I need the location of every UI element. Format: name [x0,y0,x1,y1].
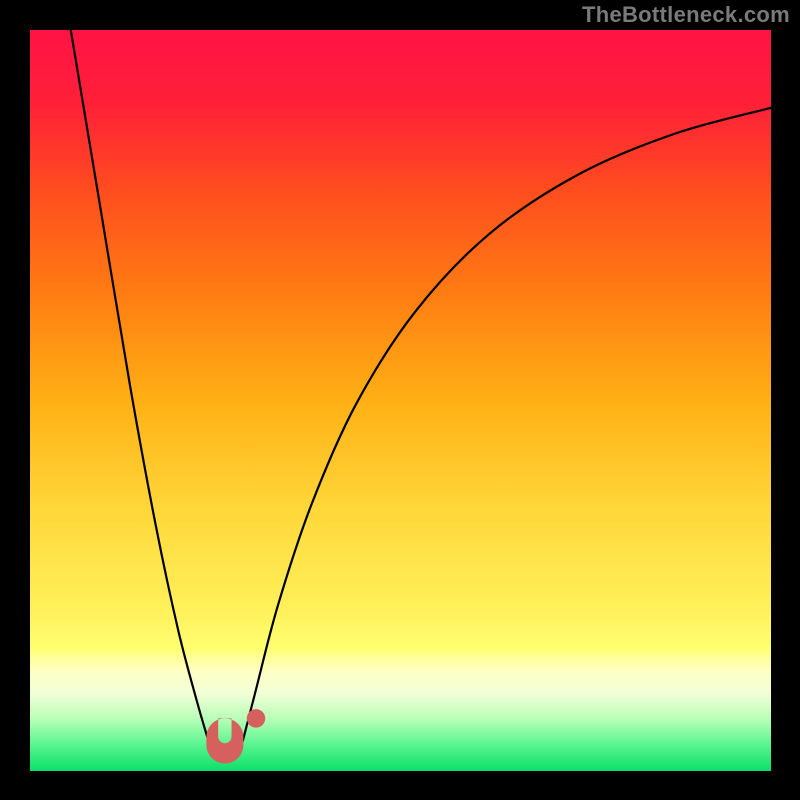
optimum-marker-u-icon [206,718,243,763]
optimum-marker-dot-icon [247,709,266,728]
watermark-text: TheBottleneck.com [582,2,790,28]
curves-layer [30,30,771,771]
left-bottleneck-curve [71,30,209,741]
chart-frame: TheBottleneck.com [0,0,800,800]
plot-area [30,30,771,771]
right-bottleneck-curve [243,108,771,742]
